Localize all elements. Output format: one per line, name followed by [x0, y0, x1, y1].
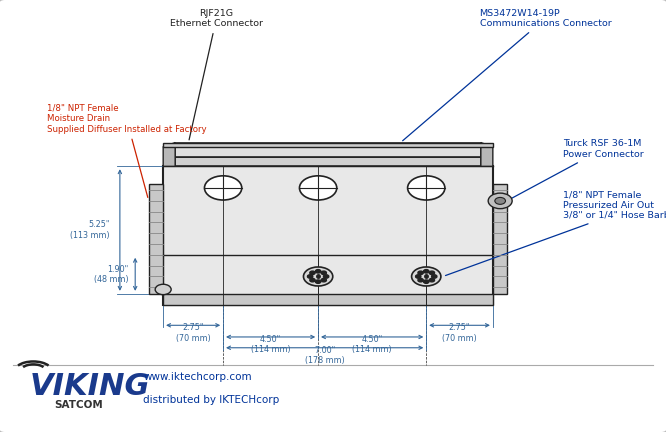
Text: MS3472W14-19P
Communications Connector: MS3472W14-19P Communications Connector: [403, 9, 611, 141]
Circle shape: [432, 275, 437, 278]
Text: RJF21G
Ethernet Connector: RJF21G Ethernet Connector: [170, 9, 263, 140]
Bar: [163, 294, 493, 305]
Bar: [149, 184, 163, 294]
Circle shape: [424, 280, 429, 283]
Circle shape: [316, 280, 321, 283]
Circle shape: [304, 267, 333, 286]
Bar: [175, 157, 481, 166]
Circle shape: [418, 278, 424, 282]
Text: 7.00"
(178 mm): 7.00" (178 mm): [305, 346, 344, 365]
Text: 1.90"
(48 mm): 1.90" (48 mm): [94, 265, 129, 284]
Circle shape: [408, 176, 445, 200]
Circle shape: [310, 278, 315, 282]
Text: 2.75"
(70 mm): 2.75" (70 mm): [442, 324, 477, 343]
Circle shape: [310, 271, 315, 275]
Circle shape: [308, 275, 313, 278]
Circle shape: [416, 275, 421, 278]
Text: 1/8" NPT Female
Moisture Drain
Supplied Diffuser Installed at Factory: 1/8" NPT Female Moisture Drain Supplied …: [47, 104, 206, 197]
Circle shape: [424, 270, 429, 273]
Text: 4.50"
(114 mm): 4.50" (114 mm): [251, 335, 290, 354]
Circle shape: [429, 278, 434, 282]
Circle shape: [488, 193, 512, 209]
Circle shape: [429, 271, 434, 275]
Text: 4.50"
(114 mm): 4.50" (114 mm): [352, 335, 392, 354]
Text: distributed by IKTECHcorp: distributed by IKTECHcorp: [143, 395, 280, 405]
Bar: [163, 143, 493, 147]
Circle shape: [316, 270, 321, 273]
Circle shape: [204, 176, 242, 200]
Text: 5.25"
(113 mm): 5.25" (113 mm): [71, 220, 110, 240]
Polygon shape: [163, 143, 175, 166]
Text: SATCOM: SATCOM: [54, 400, 103, 410]
Text: www.iktechcorp.com: www.iktechcorp.com: [143, 372, 252, 382]
Text: 1/8" NPT Female
Pressurized Air Out
3/8" or 1/4" Hose Barb, Included: 1/8" NPT Female Pressurized Air Out 3/8"…: [446, 191, 666, 276]
Circle shape: [300, 176, 337, 200]
Circle shape: [495, 197, 505, 204]
Text: VIKING: VIKING: [30, 372, 151, 401]
Bar: [175, 143, 481, 157]
Circle shape: [324, 275, 329, 278]
Circle shape: [155, 284, 171, 295]
Polygon shape: [481, 143, 493, 166]
Text: 2.75"
(70 mm): 2.75" (70 mm): [176, 324, 210, 343]
Bar: [493, 184, 507, 294]
Circle shape: [412, 267, 441, 286]
Circle shape: [418, 271, 424, 275]
Text: Turck RSF 36-1M
Power Connector: Turck RSF 36-1M Power Connector: [509, 140, 643, 200]
Bar: [163, 166, 493, 305]
Circle shape: [321, 271, 326, 275]
Circle shape: [321, 278, 326, 282]
